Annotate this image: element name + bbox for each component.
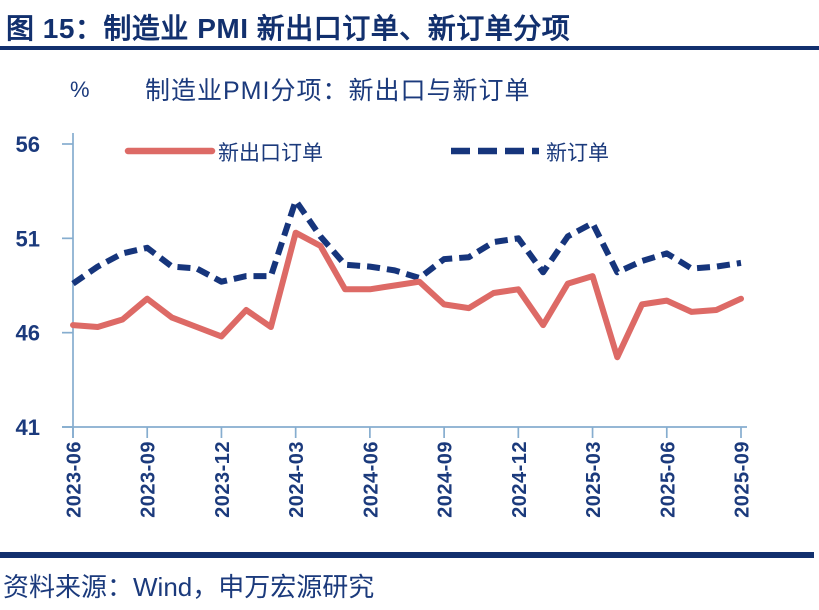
figure-caption: 图 15：制造业 PMI 新出口订单、新订单分项 [6,13,571,44]
legend-label-new-export-orders: 新出口订单 [218,142,323,165]
x-tick-label: 2024-06 [360,441,382,518]
x-tick-label: 2023-09 [138,441,160,518]
legend-label-new-orders: 新订单 [546,142,609,165]
y-tick-label: 41 [16,415,40,440]
x-tick-label: 2024-12 [509,441,531,518]
x-tick-label: 2025-06 [657,441,679,518]
x-tick-label: 2024-09 [435,441,457,518]
y-tick-label: 56 [16,132,40,157]
pmi-chart: 56 51 46 41 2023-06 2023-09 2023-12 2024-03 2024… [16,132,754,518]
x-tick-label: 2023-06 [64,441,86,518]
bottom-rule [0,552,814,558]
x-tick-label: 2025-03 [583,441,605,518]
caption-underline [0,46,819,50]
x-tick-label: 2025-09 [732,441,754,518]
source-text: 资料来源：Wind，申万宏源研究 [3,572,375,602]
y-tick-label: 51 [16,226,40,251]
x-tick-label: 2023-12 [212,441,234,518]
y-tick-label: 46 [16,321,40,346]
y-axis-unit-label: % [70,77,90,102]
chart-title: 制造业PMI分项：新出口与新订单 [145,77,531,105]
x-tick-label: 2024-03 [286,441,308,518]
series-line-new-orders [71,197,742,287]
series-line-new-export-orders [70,229,744,361]
